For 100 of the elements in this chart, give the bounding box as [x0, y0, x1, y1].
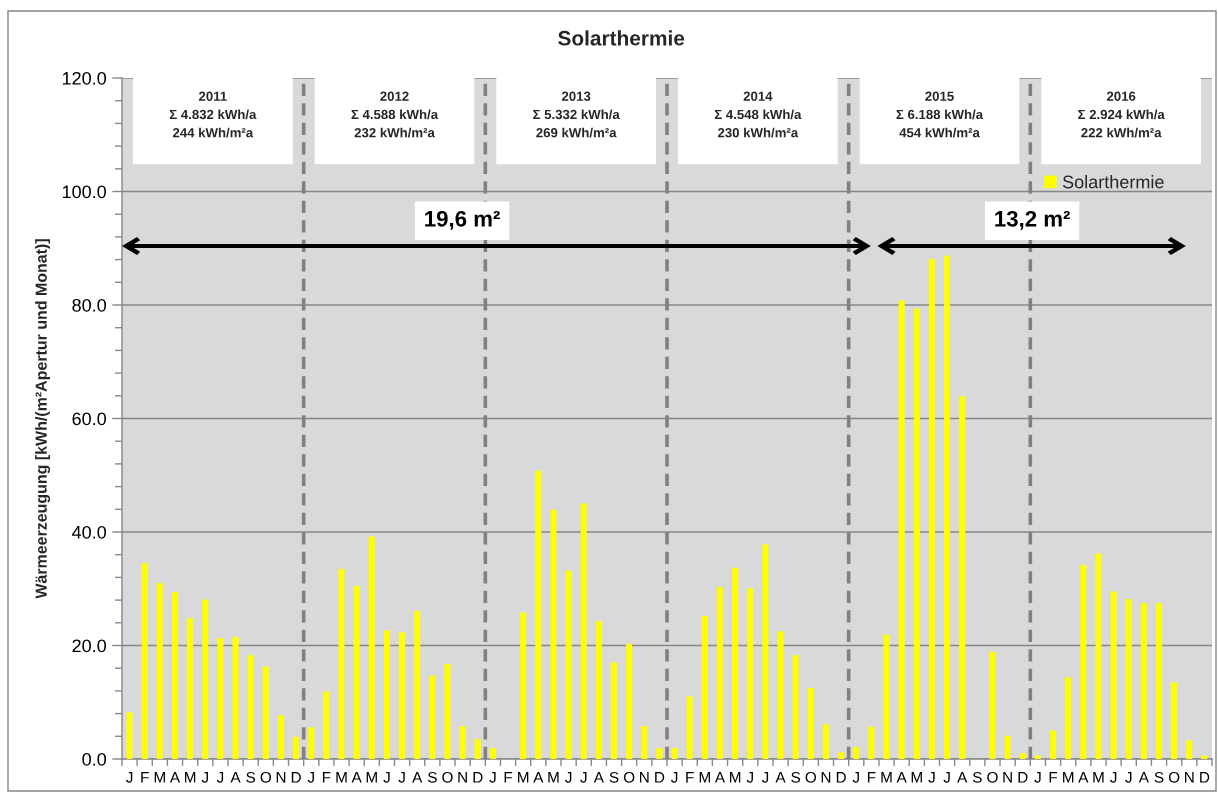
bar: [1050, 730, 1057, 759]
bar: [277, 715, 284, 759]
x-tick-label: J: [125, 772, 133, 783]
x-tick-label: J: [383, 772, 390, 783]
x-tick-label: J: [761, 772, 769, 783]
bar: [1140, 602, 1147, 759]
bar: [126, 712, 133, 759]
x-tick-label: A: [412, 772, 423, 783]
y-tick-label: 100.0: [62, 185, 107, 199]
x-tick-label: F: [1049, 772, 1058, 783]
bar: [156, 583, 163, 759]
x-tick-label: S: [609, 771, 619, 783]
x-tick-label: J: [398, 772, 405, 783]
x-tick-label: A: [775, 772, 786, 783]
x-tick-label: J: [1110, 772, 1117, 783]
y-tick-label: 80.0: [72, 298, 107, 312]
bar: [928, 259, 935, 759]
bar: [959, 396, 966, 759]
bar: [1186, 740, 1193, 759]
x-tick-label: J: [928, 772, 935, 783]
bar: [171, 592, 179, 759]
annotation: 13,2 m²: [995, 210, 1070, 230]
x-tick-label: M: [185, 772, 196, 783]
x-tick-label: O: [442, 771, 453, 783]
bar: [368, 536, 375, 759]
x-tick-label: M: [1093, 772, 1104, 783]
bar: [944, 255, 951, 759]
x-tick-label: M: [1063, 772, 1074, 783]
x-tick-label: F: [141, 772, 149, 783]
bar: [459, 726, 466, 759]
x-tick-label: A: [351, 772, 362, 783]
annotation: 2014 Σ 4.548 kWh/a 230 kWh/m²a: [714, 91, 802, 138]
x-tick-label: J: [307, 772, 314, 783]
bar: [565, 570, 572, 759]
x-tick-label: F: [867, 772, 876, 783]
x-tick-label: O: [260, 771, 272, 783]
bar: [580, 503, 587, 759]
y-tick-label: 20.0: [72, 639, 107, 653]
x-tick-label: S: [791, 771, 801, 783]
bar: [656, 748, 663, 759]
x-tick-label: A: [896, 772, 907, 783]
x-tick-label: A: [533, 772, 544, 783]
x-tick-label: D: [1200, 772, 1210, 783]
x-tick-label: A: [957, 772, 968, 783]
bar: [1065, 677, 1072, 759]
bar: [399, 632, 406, 759]
bar: [308, 727, 315, 759]
bar: [777, 631, 784, 759]
bar: [1171, 682, 1178, 759]
bar: [550, 509, 557, 759]
bar: [822, 724, 829, 759]
annotation: 2016 Σ 2.924 kWh/a 222 kWh/m²a: [1078, 91, 1165, 138]
bar: [807, 688, 814, 759]
bar: [1110, 591, 1117, 759]
x-tick-label: A: [1138, 772, 1149, 783]
x-tick-label: A: [593, 772, 604, 783]
x-tick-label: J: [1034, 772, 1041, 783]
bar: [868, 726, 875, 759]
x-tick-label: J: [852, 772, 859, 783]
x-tick-label: D: [1018, 772, 1028, 783]
bar: [1095, 553, 1102, 759]
x-tick-label: F: [504, 772, 513, 783]
x-tick-label: O: [987, 771, 998, 783]
bar: [338, 568, 345, 759]
x-tick-label: D: [655, 772, 665, 783]
x-tick-label: M: [518, 772, 529, 783]
y-tick-label: 40.0: [72, 525, 107, 539]
bar: [489, 748, 496, 759]
bar: [474, 739, 481, 759]
x-tick-label: J: [565, 772, 572, 783]
bar: [323, 691, 330, 759]
annotation: 2012 Σ 4.588 kWh/a 232 kWh/m²a: [351, 91, 439, 138]
x-tick-label: A: [169, 772, 181, 783]
x-tick-label: D: [291, 772, 301, 783]
x-tick-label: F: [686, 772, 694, 783]
bar: [641, 726, 648, 759]
bar: [898, 300, 905, 759]
x-tick-label: A: [230, 772, 241, 783]
x-tick-label: M: [881, 772, 892, 783]
bar: [686, 696, 693, 759]
bar: [247, 655, 254, 759]
x-tick-label: S: [246, 771, 256, 783]
x-tick-label: J: [216, 772, 224, 783]
bar: [1004, 735, 1011, 759]
bar: [187, 618, 194, 759]
x-tick-label: M: [336, 772, 347, 783]
bar: [716, 587, 724, 759]
annotation: 2011 Σ 4.832 kWh/a 244 kWh/m²a: [169, 91, 257, 138]
legend-label: Solarthermie: [1062, 175, 1164, 189]
bar: [1019, 753, 1026, 759]
x-tick-label: N: [1185, 772, 1194, 783]
x-tick-label: S: [972, 771, 982, 783]
x-tick-label: J: [943, 772, 950, 783]
y-tick-label: 0.0: [82, 752, 107, 766]
bar: [383, 630, 390, 759]
bar: [444, 664, 451, 759]
bar: [232, 636, 239, 759]
x-tick-label: N: [821, 772, 831, 783]
bar: [429, 675, 436, 759]
bar: [913, 308, 920, 759]
